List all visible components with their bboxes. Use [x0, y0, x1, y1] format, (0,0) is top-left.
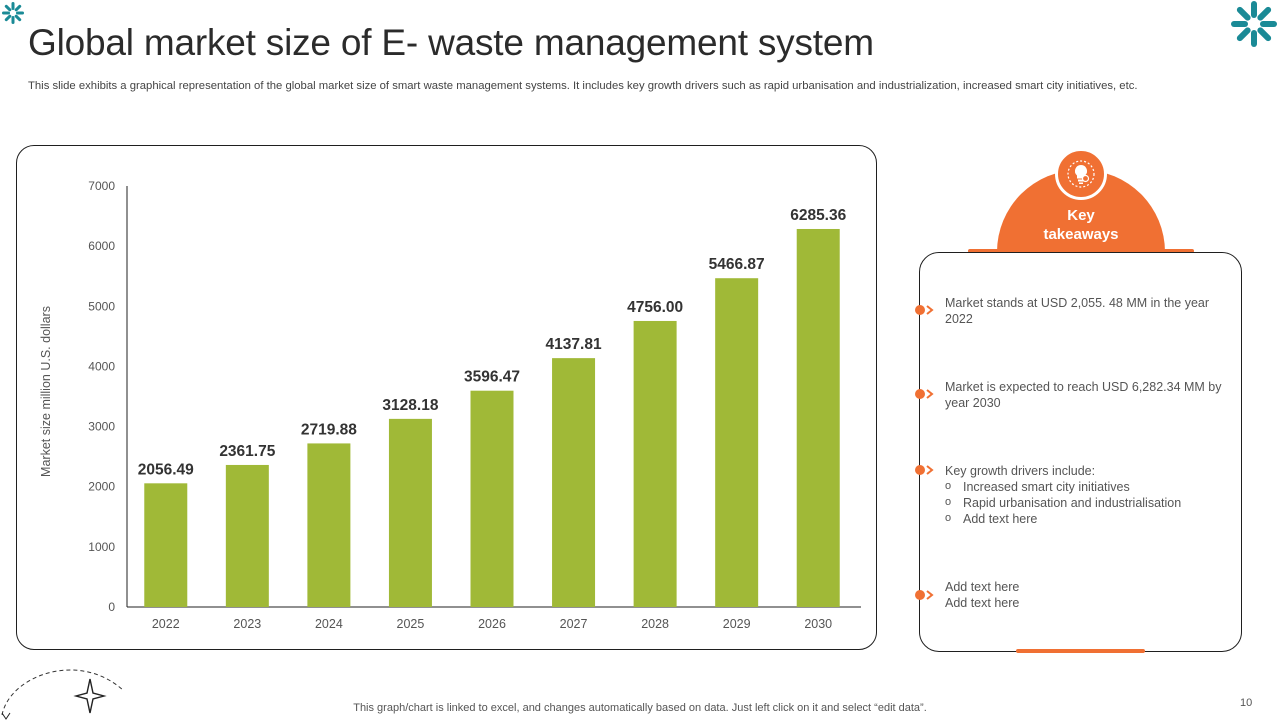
- data-label: 4137.81: [546, 336, 602, 353]
- y-tick-label: 6000: [88, 239, 115, 253]
- takeaway-item-1: Market stands at USD 2,055. 48 MM in the…: [945, 296, 1210, 326]
- corner-flower-icon-left: [2, 2, 24, 24]
- takeaway-item-4-line1: Add text here: [945, 580, 1020, 594]
- footer-note: This graph/chart is linked to excel, and…: [353, 702, 927, 714]
- bar: [552, 358, 596, 607]
- panel-bottom-accent: [1016, 649, 1145, 653]
- x-tick-label: 2024: [315, 617, 343, 631]
- data-label: 3596.47: [464, 369, 520, 386]
- x-tick-label: 2026: [478, 617, 506, 631]
- list-item: Add text here: [945, 510, 1230, 527]
- takeaway-item-4-line2: Add text here: [945, 596, 1020, 610]
- data-label: 2719.88: [301, 421, 357, 438]
- bar: [470, 390, 514, 607]
- bar: [796, 228, 840, 608]
- y-tick-label: 7000: [88, 179, 115, 193]
- list-item: Increased smart city initiatives: [945, 478, 1230, 495]
- bar: [307, 443, 351, 607]
- y-tick-label: 0: [108, 600, 115, 614]
- x-tick-label: 2030: [804, 617, 832, 631]
- x-tick-label: 2023: [233, 617, 261, 631]
- bullet-arrow-icon: [915, 465, 934, 475]
- bar: [633, 320, 677, 607]
- bar: [144, 483, 188, 607]
- data-label: 3128.18: [382, 397, 438, 414]
- data-label: 4756.00: [627, 299, 683, 316]
- page-title: Global market size of E- waste managemen…: [28, 22, 874, 63]
- bar: [225, 464, 269, 607]
- bullet-arrow-icon: [915, 590, 934, 600]
- y-tick-label: 4000: [88, 359, 115, 373]
- y-tick-label: 2000: [88, 480, 115, 494]
- bullet-arrow-icon: [915, 389, 934, 399]
- y-tick-label: 1000: [88, 540, 115, 554]
- x-tick-label: 2022: [152, 617, 180, 631]
- takeaway-item-4: Add text here Add text here: [945, 579, 1230, 611]
- chart-frame[interactable]: [16, 145, 877, 650]
- data-label: 5466.87: [709, 256, 765, 273]
- bar: [715, 278, 759, 607]
- key-takeaways-title: Key takeaways: [1043, 207, 1119, 243]
- y-axis-title: Market size million U.S. dollars: [39, 306, 53, 477]
- takeaway-item-3: Key growth drivers include: Increased sm…: [945, 463, 1230, 527]
- takeaway-item-2: Market is expected to reach USD 6,282.34…: [945, 380, 1222, 410]
- growth-drivers-list: Increased smart city initiatives Rapid u…: [945, 478, 1230, 527]
- page-subtitle: This slide exhibits a graphical represen…: [28, 80, 1138, 92]
- data-label: 6285.36: [790, 207, 846, 224]
- corner-flower-icon-right: [1231, 1, 1277, 47]
- x-tick-label: 2029: [723, 617, 751, 631]
- y-tick-label: 5000: [88, 299, 115, 313]
- bar-chart[interactable]: 0 1000 2000 3000 4000 5000 6000 7000 Market size…: [0, 0, 900, 660]
- y-tick-label: 3000: [88, 420, 115, 434]
- list-item: Rapid urbanisation and industrialisation: [945, 494, 1230, 511]
- x-tick-label: 2028: [641, 617, 669, 631]
- x-tick-label: 2025: [397, 617, 425, 631]
- x-tick-label: 2027: [560, 617, 588, 631]
- takeaway-item-3-heading: Key growth drivers include:: [945, 464, 1096, 478]
- bar: [388, 418, 432, 607]
- header-underline: [968, 249, 1194, 253]
- lightbulb-gear-icon: [1055, 148, 1107, 200]
- sparkle-arc-icon: [1, 669, 125, 720]
- bullet-arrow-icon: [915, 305, 934, 315]
- data-label: 2056.49: [138, 461, 194, 478]
- data-label: 2361.75: [219, 443, 275, 460]
- page-number: 10: [1240, 697, 1253, 709]
